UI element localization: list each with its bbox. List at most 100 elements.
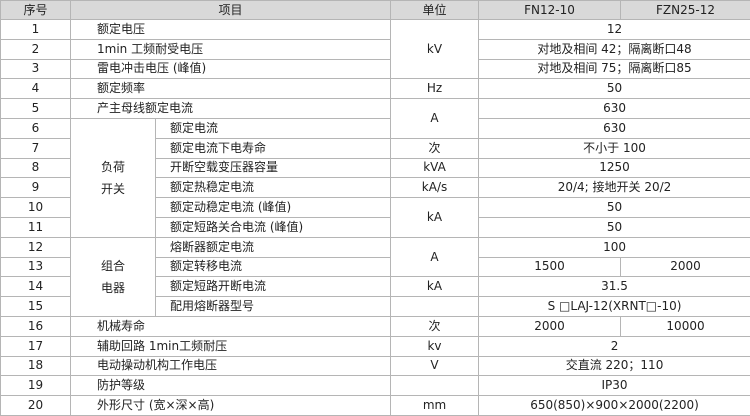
group-label: 负荷开关 — [71, 118, 156, 237]
row-number: 11 — [1, 217, 71, 237]
value: 不小于 100 — [479, 138, 750, 158]
row-number: 9 — [1, 178, 71, 198]
row-number: 18 — [1, 356, 71, 376]
header-cell: 序号 — [1, 1, 71, 20]
unit — [391, 376, 479, 396]
row-number: 7 — [1, 138, 71, 158]
item: 产主母线额定电流 — [71, 99, 391, 119]
unit: kA/s — [391, 178, 479, 198]
header-cell: FN12-10 — [479, 1, 621, 20]
row-number: 14 — [1, 277, 71, 297]
row-number: 5 — [1, 99, 71, 119]
value: 1500 — [479, 257, 621, 277]
unit: A — [391, 237, 479, 277]
value: 50 — [479, 79, 750, 99]
unit: mm — [391, 396, 479, 416]
item: 额定动稳定电流 (峰值) — [156, 198, 391, 218]
item: 外形尺寸 (宽×深×高) — [71, 396, 391, 416]
unit: kVA — [391, 158, 479, 178]
item: 额定电流下电寿命 — [156, 138, 391, 158]
value: 2000 — [479, 316, 621, 336]
item: 熔断器额定电流 — [156, 237, 391, 257]
header-cell: FZN25-12 — [621, 1, 750, 20]
row-number: 4 — [1, 79, 71, 99]
value: 630 — [479, 99, 750, 119]
item: 配用熔断器型号 — [156, 297, 391, 317]
value: 630 — [479, 118, 750, 138]
unit: kV — [391, 20, 479, 79]
unit: kA — [391, 198, 479, 238]
value: 50 — [479, 198, 750, 218]
unit: 次 — [391, 316, 479, 336]
value: S □LAJ-12(XRNT□-10) — [479, 297, 750, 317]
unit: A — [391, 99, 479, 139]
item: 电动操动机构工作电压 — [71, 356, 391, 376]
group-label: 组合电器 — [71, 237, 156, 316]
row-number: 17 — [1, 336, 71, 356]
header-cell: 项目 — [71, 1, 391, 20]
row-number: 19 — [1, 376, 71, 396]
value: 对地及相间 42；隔离断口48 — [479, 39, 750, 59]
value: 2000 — [621, 257, 750, 277]
row-number: 8 — [1, 158, 71, 178]
value: IP30 — [479, 376, 750, 396]
item: 额定频率 — [71, 79, 391, 99]
item: 机械寿命 — [71, 316, 391, 336]
value: 20/4; 接地开关 20/2 — [479, 178, 750, 198]
item: 额定转移电流 — [156, 257, 391, 277]
item: 额定短路开断电流 — [156, 277, 391, 297]
unit: kv — [391, 336, 479, 356]
value: 650(850)×900×2000(2200) — [479, 396, 750, 416]
group-line: 负荷 — [71, 156, 155, 178]
unit — [391, 297, 479, 317]
item: 防护等级 — [71, 376, 391, 396]
row-number: 6 — [1, 118, 71, 138]
value: 交直流 220；110 — [479, 356, 750, 376]
row-number: 3 — [1, 59, 71, 79]
item: 1min 工频耐受电压 — [71, 39, 391, 59]
row-number: 10 — [1, 198, 71, 218]
unit: Hz — [391, 79, 479, 99]
value: 对地及相间 75；隔离断口85 — [479, 59, 750, 79]
item: 额定电压 — [71, 20, 391, 40]
group-line: 组合 — [71, 255, 155, 277]
item: 辅助回路 1min工频耐压 — [71, 336, 391, 356]
item: 雷电冲击电压 (峰值) — [71, 59, 391, 79]
row-number: 16 — [1, 316, 71, 336]
value: 100 — [479, 237, 750, 257]
header-row: 序号 项目 单位 FN12-10 FZN25-12 — [1, 1, 750, 20]
value: 50 — [479, 217, 750, 237]
value: 31.5 — [479, 277, 750, 297]
item: 额定短路关合电流 (峰值) — [156, 217, 391, 237]
row-number: 20 — [1, 396, 71, 416]
group-line: 开关 — [71, 178, 155, 200]
unit: kA — [391, 277, 479, 297]
row-number: 12 — [1, 237, 71, 257]
value: 2 — [479, 336, 750, 356]
unit: V — [391, 356, 479, 376]
unit: 次 — [391, 138, 479, 158]
group-line: 电器 — [71, 277, 155, 299]
value: 10000 — [621, 316, 750, 336]
item: 开断空载变压器容量 — [156, 158, 391, 178]
item: 额定电流 — [156, 118, 391, 138]
value: 1250 — [479, 158, 750, 178]
header-cell: 单位 — [391, 1, 479, 20]
row-number: 2 — [1, 39, 71, 59]
row-number: 13 — [1, 257, 71, 277]
